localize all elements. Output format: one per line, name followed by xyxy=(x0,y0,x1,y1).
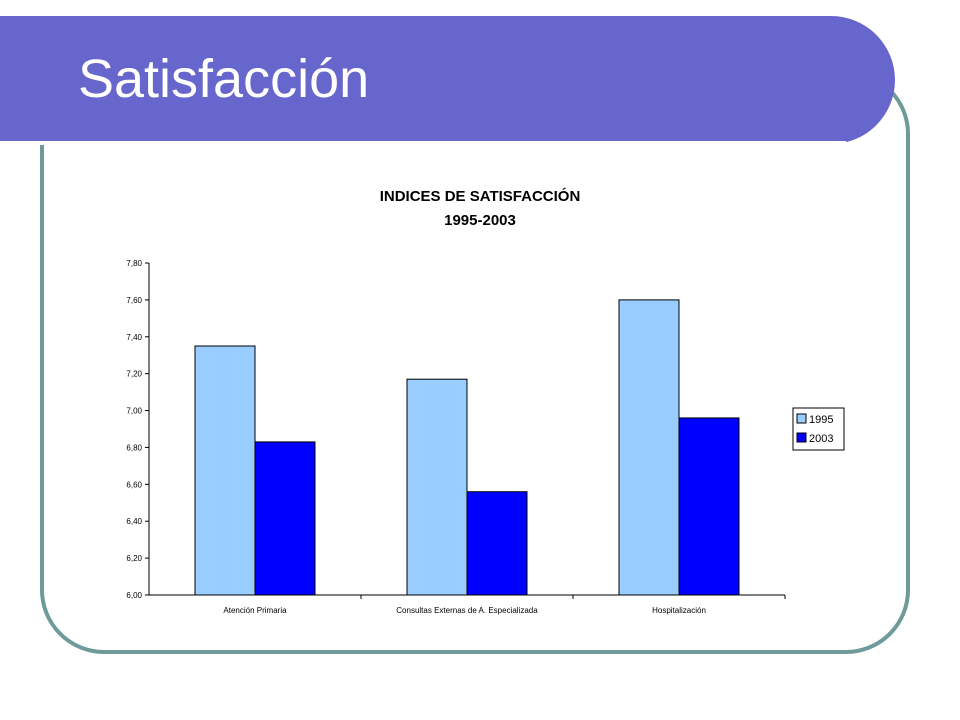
x-category-label: Consultas Externas de A. Especializada xyxy=(396,606,538,615)
title-bar: Satisfacción xyxy=(0,16,895,145)
y-tick-label: 7,80 xyxy=(126,259,142,268)
legend-swatch-1995 xyxy=(796,413,807,424)
y-tick-label: 6,40 xyxy=(126,517,142,526)
legend: 1995 2003 xyxy=(792,407,845,451)
bar-1995-2 xyxy=(618,299,680,596)
x-category-label: Atención Primaria xyxy=(223,606,287,615)
chart-subtitle: 1995-2003 xyxy=(444,212,516,229)
plot-area: 6,00 6,20 6,40 6,60 6,80 7,00 7,20 7,40 7,60 7,80… xyxy=(126,259,786,615)
bar-1995-0 xyxy=(194,345,256,596)
y-tick-label: 7,40 xyxy=(126,333,142,342)
y-tick-label: 6,00 xyxy=(126,591,142,600)
bar-2003-0 xyxy=(254,441,316,596)
y-tick-label: 6,60 xyxy=(126,480,142,489)
chart-title: INDICES DE SATISFACCIÓN xyxy=(380,187,581,205)
y-tick-label: 7,00 xyxy=(126,407,142,416)
legend-label-1995: 1995 xyxy=(809,414,833,426)
x-category-label: Hospitalización xyxy=(652,606,706,615)
legend-label-2003: 2003 xyxy=(809,433,833,445)
slide-title: Satisfacción xyxy=(78,49,370,109)
y-tick-label: 6,20 xyxy=(126,554,142,563)
title-underline xyxy=(0,141,846,145)
y-tick-label: 6,80 xyxy=(126,443,142,452)
bar-2003-2 xyxy=(678,417,740,596)
bar-1995-1 xyxy=(406,378,468,596)
y-tick-label: 7,60 xyxy=(126,296,142,305)
bar-2003-1 xyxy=(466,491,528,596)
legend-swatch-2003 xyxy=(796,432,807,443)
y-tick-label: 7,20 xyxy=(126,370,142,379)
